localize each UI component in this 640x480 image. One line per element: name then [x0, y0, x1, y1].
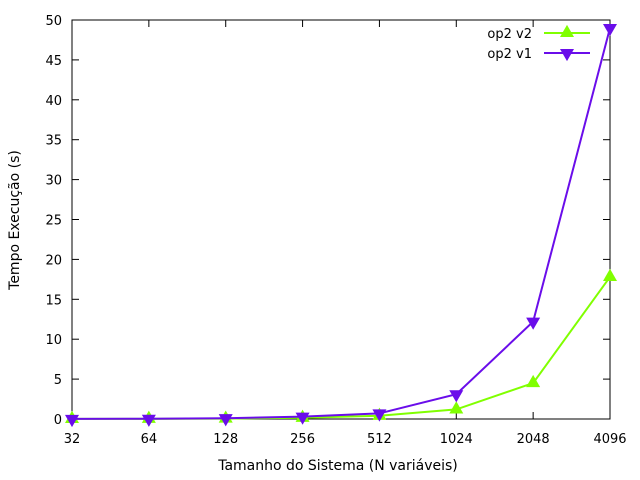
y-tick-label: 5: [54, 373, 62, 388]
y-tick-label: 40: [45, 94, 62, 109]
data-point: [449, 390, 464, 403]
data-point: [141, 414, 156, 427]
x-tick-label: 1024: [440, 432, 473, 447]
y-tick-label: 35: [45, 134, 62, 149]
series-2: [65, 23, 617, 428]
y-axis-title: Tempo Execução (s): [7, 150, 23, 291]
data-point: [526, 317, 541, 330]
data-point: [449, 401, 464, 414]
legend-marker: [560, 48, 574, 62]
x-tick-label: 2048: [517, 432, 550, 447]
legend-label: op2 v1: [487, 47, 532, 62]
data-point: [295, 412, 310, 425]
y-axis-ticks: 0 5 10 15 20 25 30 35 40 45 50: [45, 14, 610, 428]
series-line: [71, 27, 611, 420]
x-axis-ticks: 32 64 128 256 512 1024 2048 4096: [64, 20, 627, 447]
x-tick-label: 256: [290, 432, 315, 447]
data-point: [218, 414, 233, 427]
y-tick-label: 10: [45, 333, 62, 348]
x-tick-label: 512: [367, 432, 392, 447]
x-axis-title: Tamanho do Sistema (N variáveis): [217, 458, 458, 474]
data-point: [603, 23, 617, 37]
plot-frame: [71, 19, 611, 420]
y-tick-label: 15: [45, 293, 62, 308]
y-tick-label: 0: [54, 413, 62, 428]
legend-label: op2 v2: [487, 27, 532, 42]
y-tick-label: 45: [45, 54, 62, 69]
x-tick-label: 32: [64, 432, 81, 447]
series-layer: [65, 23, 617, 428]
legend-entry: op2 v2: [487, 24, 590, 42]
legend-entry: op2 v1: [487, 47, 590, 62]
legend-marker: [560, 24, 574, 38]
y-tick-label: 20: [45, 253, 62, 268]
series-1: [65, 268, 617, 423]
series-line: [71, 276, 611, 420]
y-tick-label: 25: [45, 214, 62, 229]
data-point: [372, 409, 387, 422]
data-point: [526, 374, 541, 388]
legend: op2 v2 op2 v1: [487, 24, 590, 62]
data-point: [65, 414, 79, 428]
y-tick-label: 50: [45, 14, 62, 29]
x-tick-label: 64: [141, 432, 158, 447]
y-tick-label: 30: [45, 174, 62, 189]
x-tick-label: 4096: [593, 432, 626, 447]
x-tick-label: 128: [213, 432, 238, 447]
data-point: [603, 268, 617, 281]
